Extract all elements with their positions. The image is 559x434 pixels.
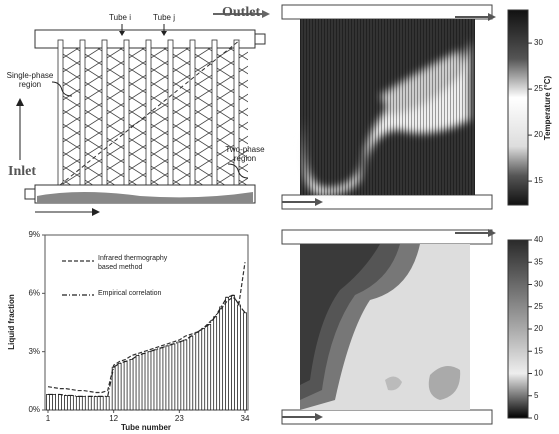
x-tick-label: 12: [109, 414, 118, 423]
bar: [237, 304, 241, 411]
colorbar-tick-label: 25: [534, 84, 543, 93]
tube: [123, 39, 130, 201]
bar: [52, 394, 56, 411]
bar: [207, 324, 212, 411]
bar: [75, 395, 80, 411]
tube-i-label: Tube i: [109, 13, 131, 22]
x-tick-label: 23: [175, 414, 184, 423]
bar: [64, 395, 68, 411]
two-phase-label: region: [234, 154, 256, 163]
single-phase-label: Single-phase: [7, 71, 54, 80]
inlet-label: Inlet: [8, 164, 36, 179]
bar: [147, 351, 152, 411]
y-axis-label: Liquid fraction: [7, 294, 16, 350]
bar: [46, 394, 50, 411]
colorbar-tick-label: 25: [534, 302, 543, 311]
bar: [58, 394, 62, 411]
outlet-label: Outlet: [222, 5, 260, 20]
colorbar-tick-label: 15: [534, 346, 543, 355]
two-phase-label: Two-phase: [225, 145, 265, 154]
tube: [57, 39, 64, 201]
bar: [195, 331, 200, 411]
bar: [81, 395, 86, 411]
bar: [243, 312, 247, 411]
y-tick-label: 3%: [28, 347, 40, 356]
bar: [177, 341, 182, 411]
bar: [69, 395, 74, 411]
tube: [211, 39, 218, 201]
bar: [141, 353, 146, 411]
y-tick-label: 0%: [28, 405, 40, 414]
bar: [183, 339, 188, 411]
colorbar-tick-label: 30: [534, 280, 543, 289]
bar: [219, 306, 224, 411]
tube: [79, 39, 86, 201]
bar: [153, 349, 158, 411]
colorbar-tick-label: 10: [534, 369, 543, 378]
colorbar-tick-label: 15: [534, 176, 543, 185]
bar: [129, 359, 134, 411]
tube-j-label: Tube j: [153, 13, 175, 22]
colorbar-tick-label: 30: [534, 38, 543, 47]
plot-frame: [44, 234, 249, 411]
bar: [123, 360, 128, 411]
colorbar-tick-label: 20: [534, 130, 543, 139]
colorbar-label: Temperature (°C): [543, 75, 552, 140]
bar: [105, 395, 110, 411]
bar: [165, 345, 170, 411]
thermal-image: [281, 4, 529, 210]
bar: [225, 296, 229, 411]
colorbar-tick-label: 40: [534, 235, 543, 244]
bar: [189, 335, 194, 411]
x-axis-label: Tube number: [121, 423, 171, 432]
colorbar-tick-label: 20: [534, 324, 543, 333]
single-phase-label: region: [19, 80, 41, 89]
x-tick-label: 1: [46, 414, 51, 423]
bar: [117, 362, 122, 411]
bar: [231, 294, 235, 411]
bar: [213, 316, 218, 411]
tube: [189, 39, 196, 201]
tube: [167, 39, 174, 201]
y-tick-label: 6%: [28, 288, 40, 297]
bar: [159, 347, 164, 411]
y-tick-label: 9%: [28, 230, 40, 239]
bar: [87, 395, 92, 411]
colorbar-tick-label: 5: [534, 391, 539, 400]
tube: [233, 39, 240, 201]
legend-label: Infrared thermography based method: [98, 255, 168, 271]
tube: [145, 39, 152, 201]
bar: [171, 343, 176, 411]
tube: [101, 39, 108, 201]
series-line: [47, 294, 246, 397]
colorbar-tick-label: 35: [534, 257, 543, 266]
colorbar-tick-label: 0: [534, 413, 539, 422]
bar: [135, 355, 140, 411]
bar: [201, 327, 206, 411]
series-line: [47, 262, 246, 394]
bar: [93, 395, 98, 411]
contour-plot: [281, 229, 529, 425]
x-tick-label: 34: [241, 414, 250, 423]
exchanger-diagram: [16, 10, 270, 216]
legend-label: Empirical correlation: [98, 290, 162, 297]
bar: [99, 395, 104, 411]
